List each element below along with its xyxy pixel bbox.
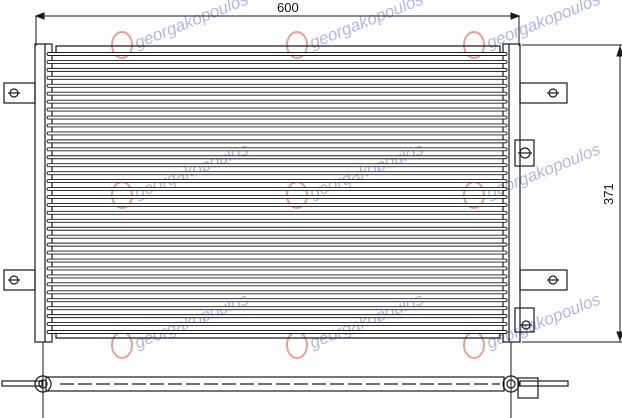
core-fins (46, 52, 508, 334)
connector-lower (514, 307, 535, 333)
fin-tube (46, 258, 508, 263)
fin-tube (46, 75, 508, 80)
fin-tube (46, 322, 508, 327)
fin-tube (46, 67, 508, 72)
height-dimension (522, 44, 622, 343)
fin-tube (46, 250, 508, 255)
fin-tube (46, 91, 508, 96)
fin-tube (46, 298, 508, 303)
connector-upper (514, 139, 535, 167)
fin-tube (46, 314, 508, 319)
fin-tube (46, 195, 508, 199)
width-dimension (34, 12, 521, 46)
fin-tube (46, 226, 508, 231)
watermark-logo: georgakopoulos (463, 0, 604, 59)
fin-tube (46, 179, 508, 184)
fin-tube (46, 282, 508, 287)
watermark-text: georgakopoulos (307, 0, 427, 52)
fin-tube (46, 59, 508, 64)
watermark-logo: georgakopoulos (111, 0, 252, 59)
fin-tube (46, 139, 508, 144)
fin-tube (46, 123, 508, 128)
fin-tube (46, 83, 508, 88)
width-dimension-label: 600 (277, 0, 299, 15)
fin-tube (46, 330, 508, 334)
fin-tube (46, 99, 508, 104)
fin-tube (46, 210, 508, 215)
bracket-right-bottom (519, 269, 568, 291)
left-tank (34, 43, 53, 343)
fin-tube (46, 131, 508, 136)
bracket-left-top (3, 82, 36, 104)
fin-tube (46, 306, 508, 311)
core-frame (55, 45, 501, 339)
fin-tube (46, 202, 508, 207)
fin-tube (46, 107, 508, 112)
fin-tube (46, 52, 508, 56)
fin-tube (46, 155, 508, 160)
fin-tube (46, 234, 508, 239)
bottom-view (1, 375, 569, 399)
bracket-left-bottom (3, 269, 36, 291)
fin-tube (46, 115, 508, 120)
fin-tube (46, 171, 508, 176)
height-dimension-label: 371 (601, 183, 616, 205)
watermark-logo: georgakopoulos (286, 0, 427, 59)
fin-tube (46, 274, 508, 279)
fin-tube (46, 187, 508, 191)
fin-tube (46, 147, 508, 152)
fin-tube (46, 163, 508, 168)
fin-tube (46, 218, 508, 223)
fin-tube (46, 266, 508, 271)
fin-tube (46, 242, 508, 247)
watermark-text: georgakopoulos (132, 0, 252, 52)
fin-tube (46, 290, 508, 295)
bracket-right-top (519, 82, 568, 104)
